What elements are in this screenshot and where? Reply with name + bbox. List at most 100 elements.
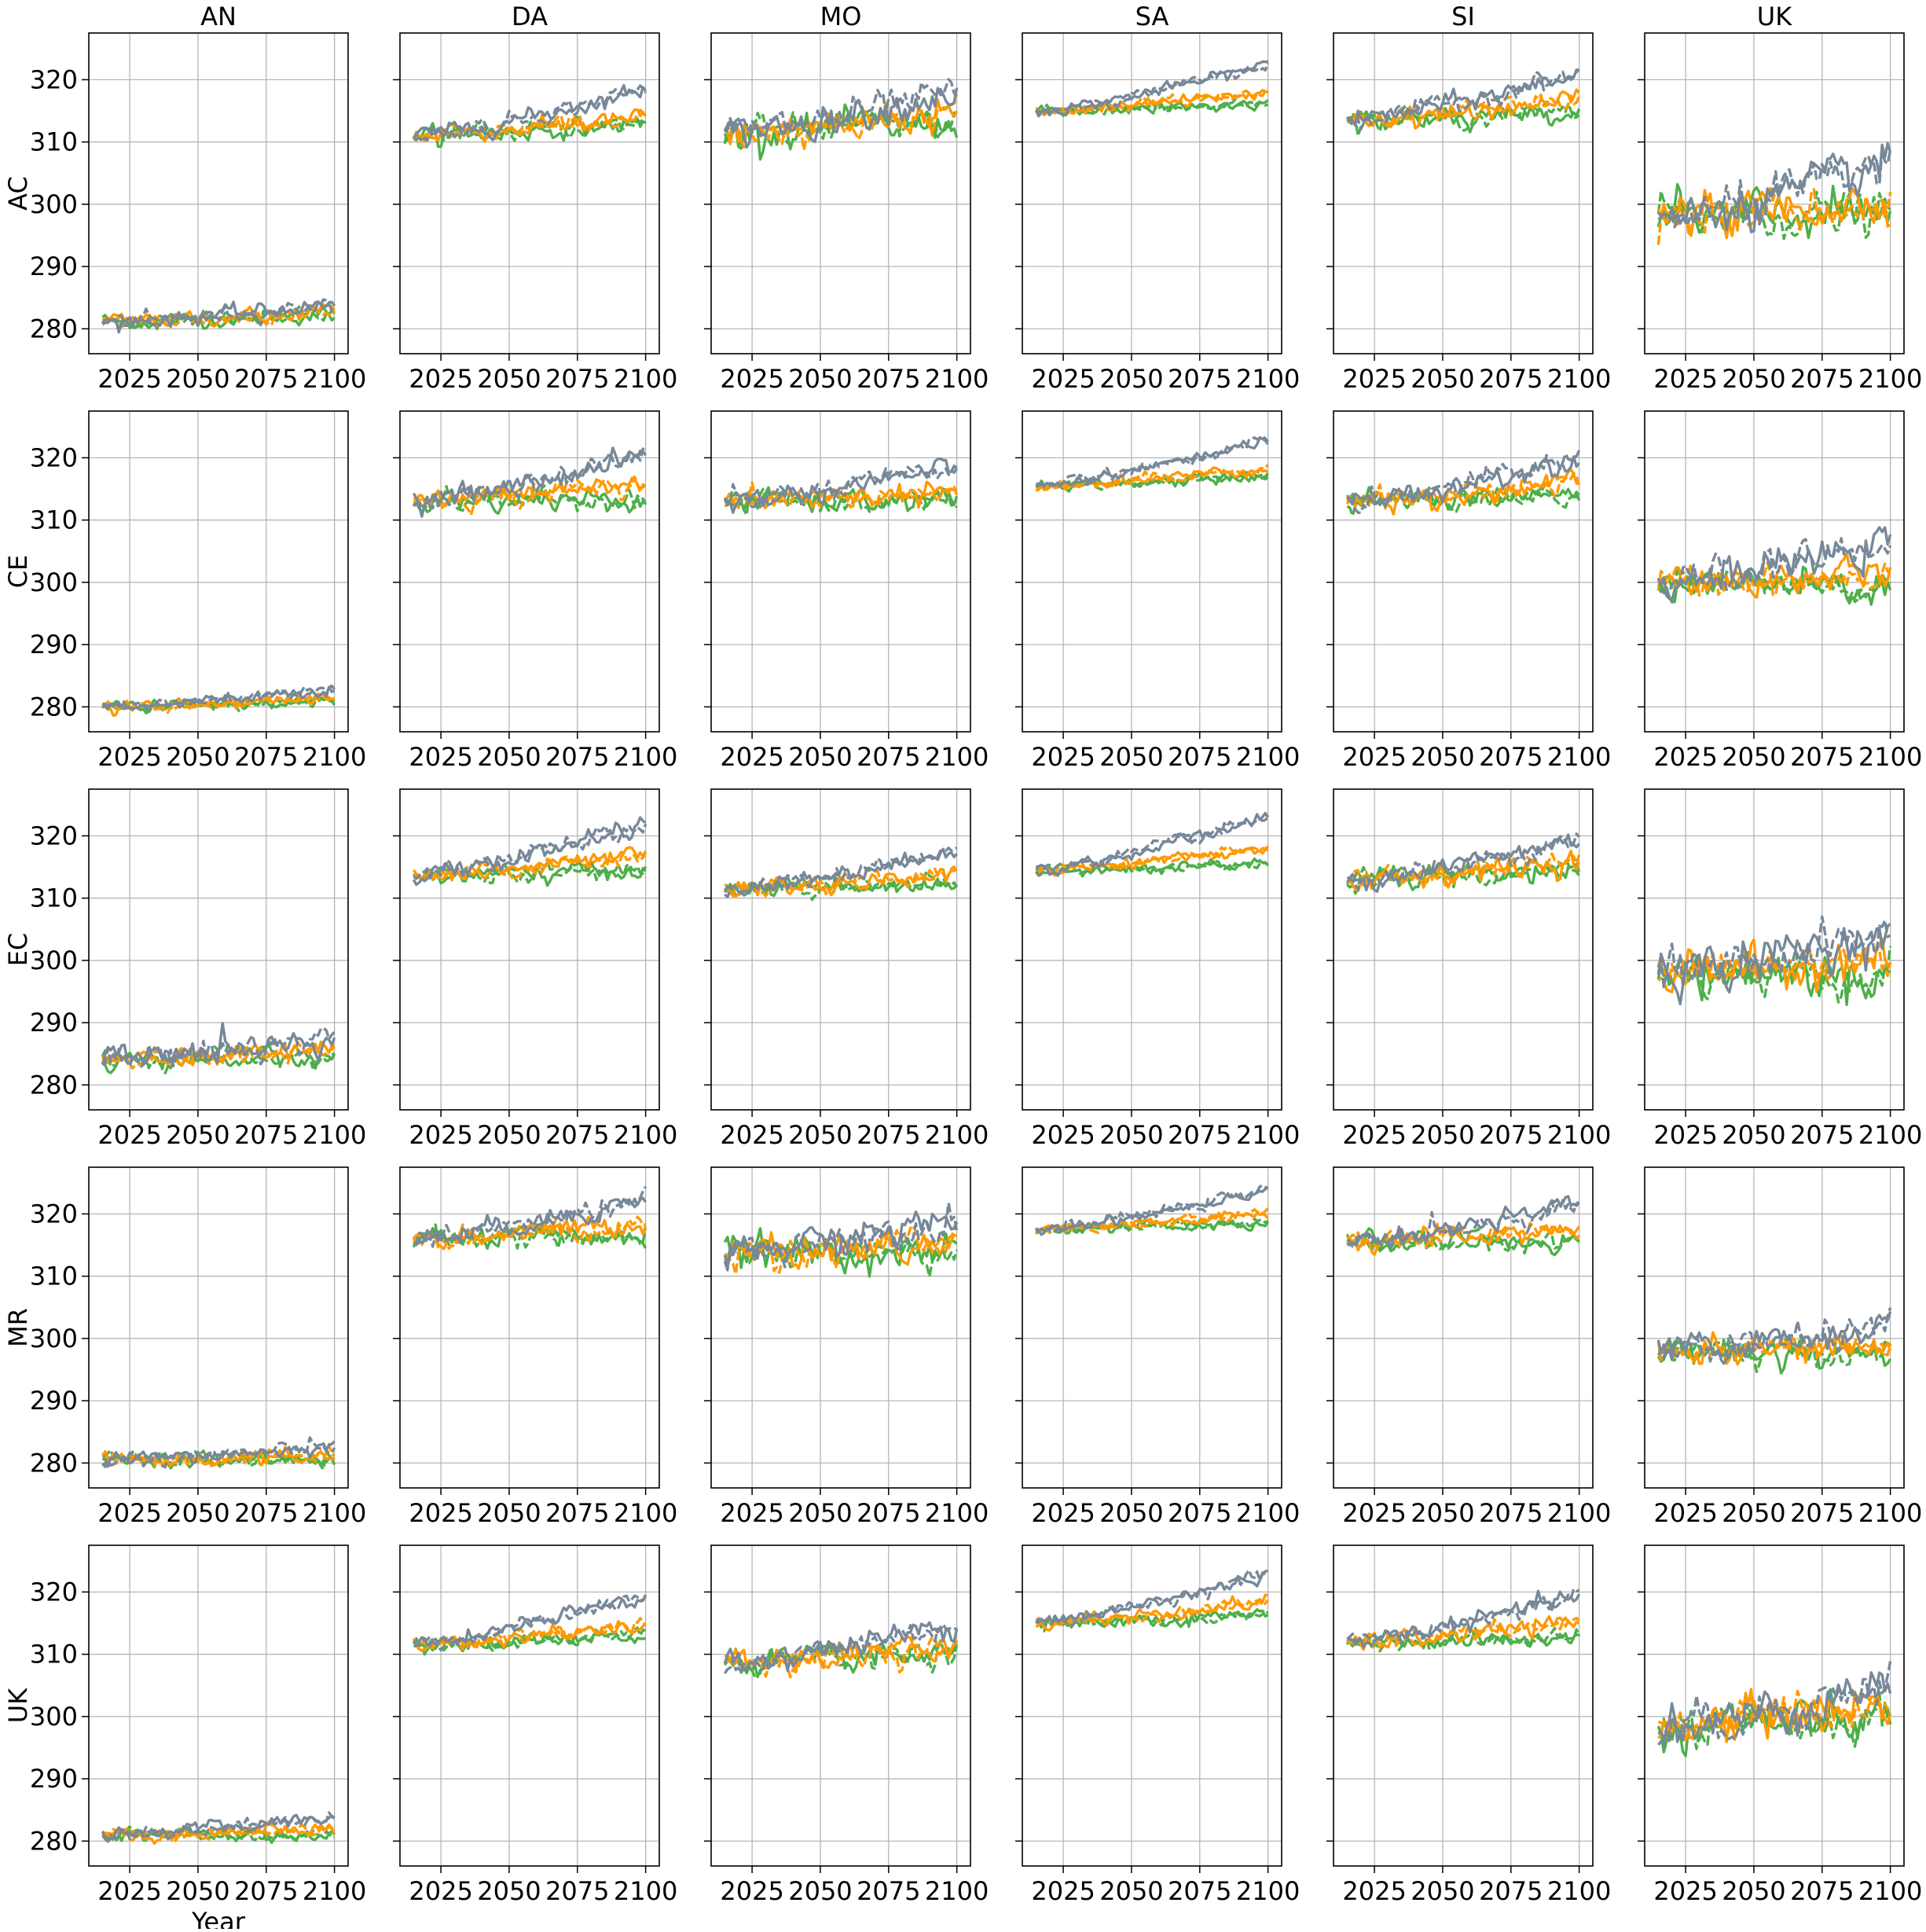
panel-frame — [1022, 1544, 1282, 1867]
series-line-2-dashed — [101, 684, 336, 711]
series-line-1-dashed — [1035, 89, 1269, 116]
x-tick-label: 2025 — [1031, 1120, 1095, 1150]
x-tick-label: 2075 — [234, 1876, 298, 1906]
y-tick-label: 300 — [30, 946, 78, 975]
x-tick-label: 2075 — [545, 1498, 609, 1528]
series-line-2-dashed — [413, 823, 648, 880]
series-line-2-dashed — [1656, 1307, 1892, 1363]
series-line-1-dashed — [1346, 1616, 1580, 1651]
x-tick-label: 2050 — [166, 742, 229, 772]
x-tick-label: 2050 — [1411, 364, 1474, 394]
panel-frame — [1333, 788, 1594, 1111]
panel-frame — [88, 32, 349, 354]
x-tick-label: 2075 — [1168, 1120, 1231, 1150]
row-title: UK — [3, 1688, 33, 1723]
panel-EC-MO: 2025 2050 2075 2100 — [704, 788, 989, 1150]
series-line-2-dashed — [1036, 1568, 1269, 1629]
panel-frame — [399, 410, 660, 733]
series-line-1-solid — [1656, 187, 1891, 240]
panel-AC-UK: 2025 2050 2075 2100 UK — [1638, 2, 1922, 394]
x-tick-label: 2100 — [925, 1498, 989, 1528]
x-tick-label: 2050 — [1722, 1876, 1785, 1906]
x-tick-label: 2025 — [1653, 742, 1717, 772]
x-tick-label: 2075 — [1790, 1876, 1854, 1906]
x-tick-label: 2050 — [788, 742, 852, 772]
series-line-2-dashed — [1346, 450, 1581, 514]
series-line-2-dashed — [1034, 62, 1270, 118]
x-tick-label: 2075 — [545, 364, 609, 394]
panel-AC-MO: 2025 2050 2075 2100 MO — [704, 2, 989, 394]
x-tick-label: 2050 — [1411, 1120, 1474, 1150]
series-line-0-dashed — [1036, 1610, 1269, 1633]
series-line-2-dashed — [1656, 537, 1892, 596]
y-tick-label: 310 — [30, 1262, 78, 1291]
x-tick-label: 2025 — [720, 1876, 783, 1906]
series-line-2-dashed — [1346, 1199, 1580, 1248]
panel-frame — [1644, 1166, 1905, 1489]
panel-frame — [1333, 1544, 1594, 1867]
x-tick-label: 2075 — [545, 742, 609, 772]
series-line-2-dashed — [1036, 435, 1269, 488]
panel-frame — [1644, 1544, 1905, 1867]
x-tick-label: 2025 — [409, 1876, 472, 1906]
panel-MR-UK: 2025 2050 2075 2100 — [1638, 1166, 1922, 1528]
series-line-2-solid — [101, 1813, 336, 1843]
panel-EC-SA: 2025 2050 2075 2100 — [1015, 788, 1300, 1150]
x-tick-label: 2075 — [234, 364, 298, 394]
x-tick-label: 2075 — [1479, 742, 1543, 772]
y-tick-label: 320 — [30, 443, 78, 472]
x-tick-label: 2025 — [1031, 1498, 1095, 1528]
x-tick-label: 2100 — [925, 364, 989, 394]
x-tick-label: 2025 — [1342, 742, 1406, 772]
series-line-2-solid — [1035, 1569, 1268, 1625]
series-line-2-solid — [1346, 68, 1579, 127]
x-tick-label: 2075 — [1790, 742, 1854, 772]
series-line-2-dashed — [412, 1594, 647, 1652]
x-tick-label: 2025 — [1653, 1498, 1717, 1528]
panel-UK-SA: 2025 2050 2075 2100 — [1015, 1544, 1300, 1906]
x-tick-label: 2100 — [1236, 1120, 1300, 1150]
x-tick-label: 2100 — [1236, 364, 1300, 394]
x-tick-label: 2100 — [303, 1120, 366, 1150]
x-tick-label: 2075 — [1168, 364, 1231, 394]
x-tick-label: 2100 — [303, 364, 366, 394]
panel-frame — [88, 410, 349, 733]
x-tick-label: 2075 — [857, 742, 920, 772]
x-tick-label: 2100 — [1547, 364, 1611, 394]
series-line-2-dashed — [413, 84, 648, 143]
x-tick-label: 2100 — [614, 1498, 677, 1528]
x-tick-label: 2100 — [614, 1876, 677, 1906]
y-tick-label: 290 — [30, 630, 78, 659]
panel-UK-MO: 2025 2050 2075 2100 — [704, 1544, 989, 1906]
panel-EC-DA: 2025 2050 2075 2100 — [393, 788, 677, 1150]
x-tick-label: 2050 — [1099, 1498, 1163, 1528]
y-tick-label: 280 — [30, 692, 78, 722]
x-tick-label: 2050 — [477, 742, 541, 772]
x-tick-label: 2075 — [1479, 1876, 1543, 1906]
column-title: MO — [820, 2, 862, 31]
x-tick-label: 2050 — [477, 1876, 541, 1906]
series-line-2-solid — [1036, 811, 1270, 877]
panel-frame — [710, 788, 971, 1111]
x-tick-label: 2075 — [857, 1120, 920, 1150]
series-line-0-dashed — [1035, 858, 1269, 876]
panel-AC-SA: 2025 2050 2075 2100 SA — [1015, 2, 1300, 394]
x-tick-label: 2025 — [97, 1876, 161, 1906]
x-tick-label: 2075 — [1168, 1498, 1231, 1528]
x-tick-label: 2025 — [409, 742, 472, 772]
panel-CE-DA: 2025 2050 2075 2100 — [393, 410, 677, 772]
series-line-2-dashed — [413, 1185, 648, 1248]
x-tick-label: 2075 — [545, 1876, 609, 1906]
x-tick-label: 2075 — [1479, 364, 1543, 394]
x-tick-label: 2100 — [614, 742, 677, 772]
panel-frame — [88, 1544, 349, 1867]
series-line-1-solid — [1345, 88, 1580, 130]
x-tick-label: 2075 — [1168, 1876, 1231, 1906]
panel-CE-AN: 2025 2050 2075 2100 280 290 300 310 320 CE — [3, 410, 366, 772]
series-line-2-solid — [101, 300, 336, 334]
series-line-1-dashed — [1035, 464, 1269, 491]
y-tick-label: 280 — [30, 314, 78, 343]
x-tick-label: 2025 — [97, 1498, 161, 1528]
x-tick-label: 2025 — [409, 364, 472, 394]
